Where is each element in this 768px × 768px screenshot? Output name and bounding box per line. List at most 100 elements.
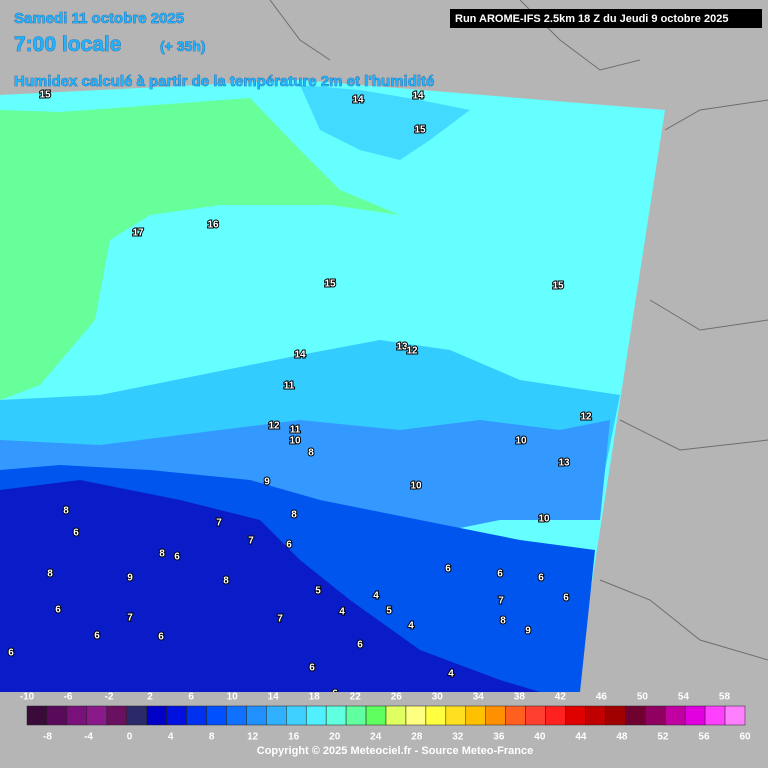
colorbar-label: 22 bbox=[350, 692, 362, 703]
contour-label: 17 bbox=[132, 228, 144, 239]
colorbar-label: 26 bbox=[391, 692, 403, 703]
legend-bg bbox=[0, 692, 768, 768]
color-swatch bbox=[605, 705, 626, 726]
colorbar-label: 18 bbox=[309, 692, 321, 703]
contour-label: 7 bbox=[498, 596, 504, 607]
contour-label: 13 bbox=[558, 458, 570, 469]
color-swatch bbox=[206, 705, 227, 726]
color-swatch bbox=[286, 705, 307, 726]
color-swatch bbox=[166, 705, 187, 726]
color-swatch bbox=[565, 705, 586, 726]
color-swatch bbox=[186, 705, 207, 726]
colorbar-label: 14 bbox=[268, 692, 280, 703]
colorbar-label: 38 bbox=[514, 692, 526, 703]
contour-label: 8 bbox=[500, 616, 506, 627]
colorbar: -10 -6 -2 2 6 10 14 18 22 26 30 34 38 42 46 50 54 58-8 -4 0… bbox=[20, 692, 751, 743]
colorbar-label: 44 bbox=[575, 732, 587, 743]
color-swatch bbox=[405, 705, 427, 726]
color-swatch bbox=[505, 705, 526, 726]
contour-label: 12 bbox=[406, 346, 418, 357]
contour-label: 7 bbox=[216, 518, 222, 529]
contour-label: 15 bbox=[39, 90, 51, 101]
color-swatch bbox=[66, 705, 88, 726]
colorbar-label: 36 bbox=[493, 732, 505, 743]
color-swatch bbox=[585, 705, 606, 726]
contour-label: 14 bbox=[412, 91, 424, 102]
contour-label: 11 bbox=[284, 381, 295, 392]
colorbar-label: 2 bbox=[147, 692, 153, 703]
contour-label: 4 bbox=[373, 591, 379, 602]
colorbar-label: 8 bbox=[209, 732, 215, 743]
run-info: Run AROME-IFS 2.5km 18 Z du Jeudi 9 octo… bbox=[455, 13, 728, 25]
colorbar-label: 58 bbox=[719, 692, 731, 703]
color-swatch bbox=[345, 705, 367, 726]
colorbar-label: 34 bbox=[473, 692, 485, 703]
contour-label: 6 bbox=[174, 552, 180, 563]
contour-label: 4 bbox=[339, 607, 345, 618]
contour-label: 14 bbox=[294, 350, 306, 361]
zone-deep-blue bbox=[0, 480, 540, 692]
contour-label: 6 bbox=[55, 605, 61, 616]
contour-label: 4 bbox=[448, 669, 454, 680]
contour-label: 5 bbox=[315, 586, 321, 597]
colorbar-label: 46 bbox=[596, 692, 608, 703]
contour-label: 6 bbox=[73, 528, 79, 539]
colorbar-label: 54 bbox=[678, 692, 690, 703]
contour-label: 13 bbox=[396, 342, 408, 353]
colorbar-label: 16 bbox=[288, 732, 300, 743]
color-swatch bbox=[425, 705, 447, 726]
color-swatch bbox=[465, 705, 486, 726]
contour-label: 8 bbox=[223, 576, 229, 587]
contour-label: 8 bbox=[308, 448, 314, 459]
contour-label: 10 bbox=[538, 514, 550, 525]
color-swatch bbox=[266, 705, 287, 726]
color-swatch bbox=[26, 705, 48, 726]
contour-label: 11 bbox=[290, 425, 301, 436]
colorbar-label: -10 bbox=[20, 692, 35, 703]
contour-label: 5 bbox=[386, 606, 392, 617]
colorbar-label: 48 bbox=[616, 732, 628, 743]
color-swatch bbox=[724, 705, 746, 726]
colorbar-label: 28 bbox=[411, 732, 423, 743]
color-swatch bbox=[525, 705, 546, 726]
color-swatch bbox=[385, 705, 407, 726]
contour-label: 7 bbox=[248, 536, 254, 547]
color-swatch bbox=[305, 705, 327, 726]
color-swatch bbox=[86, 705, 108, 726]
offset: (+ 35h) bbox=[160, 38, 206, 54]
colorbar-label: 24 bbox=[370, 732, 382, 743]
color-swatch bbox=[684, 705, 706, 726]
colorbar-label: 32 bbox=[452, 732, 464, 743]
contour-label: 6 bbox=[158, 632, 164, 643]
colorbar-label: -8 bbox=[43, 732, 52, 743]
contour-label: 8 bbox=[159, 549, 165, 560]
copyright: Copyright © 2025 Meteociel.fr - Source M… bbox=[257, 745, 533, 757]
color-swatch bbox=[325, 705, 347, 726]
contour-label: 6 bbox=[8, 648, 14, 659]
colorbar-label: 60 bbox=[739, 732, 751, 743]
contour-label: 4 bbox=[408, 621, 414, 632]
color-swatch bbox=[146, 705, 167, 726]
colorbar-label: 52 bbox=[657, 732, 669, 743]
color-swatch bbox=[704, 705, 726, 726]
color-swatch bbox=[106, 705, 127, 726]
color-swatch bbox=[365, 705, 387, 726]
contour-label: 8 bbox=[291, 510, 297, 521]
color-swatch bbox=[625, 705, 646, 726]
contour-label: 6 bbox=[497, 569, 503, 580]
contour-label: 10 bbox=[410, 481, 422, 492]
run-box bbox=[450, 9, 762, 28]
contour-label: 6 bbox=[445, 564, 451, 575]
contour-label: 15 bbox=[324, 279, 336, 290]
zone-green bbox=[0, 98, 400, 400]
borders bbox=[269, 0, 768, 721]
colorbar-label: 10 bbox=[227, 692, 239, 703]
color-swatch bbox=[226, 705, 247, 726]
colorbar-label: 20 bbox=[329, 732, 341, 743]
colorbar-label: 30 bbox=[432, 692, 444, 703]
contour-label: 6 bbox=[286, 540, 292, 551]
contour-label: 14 bbox=[352, 95, 364, 106]
color-swatch bbox=[246, 705, 267, 726]
contour-label: 8 bbox=[63, 506, 69, 517]
